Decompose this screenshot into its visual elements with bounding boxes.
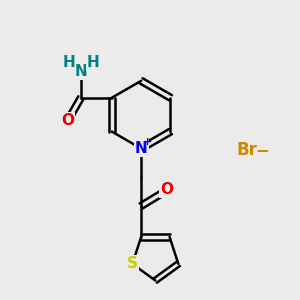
Text: −: − [256,141,269,159]
Text: O: O [61,113,74,128]
Text: N: N [135,141,148,156]
Text: H: H [87,56,100,70]
Text: Br: Br [237,141,258,159]
Text: O: O [160,182,173,197]
Text: H: H [62,56,75,70]
Text: N: N [75,64,87,79]
Text: +: + [143,137,152,147]
Text: S: S [127,256,138,272]
